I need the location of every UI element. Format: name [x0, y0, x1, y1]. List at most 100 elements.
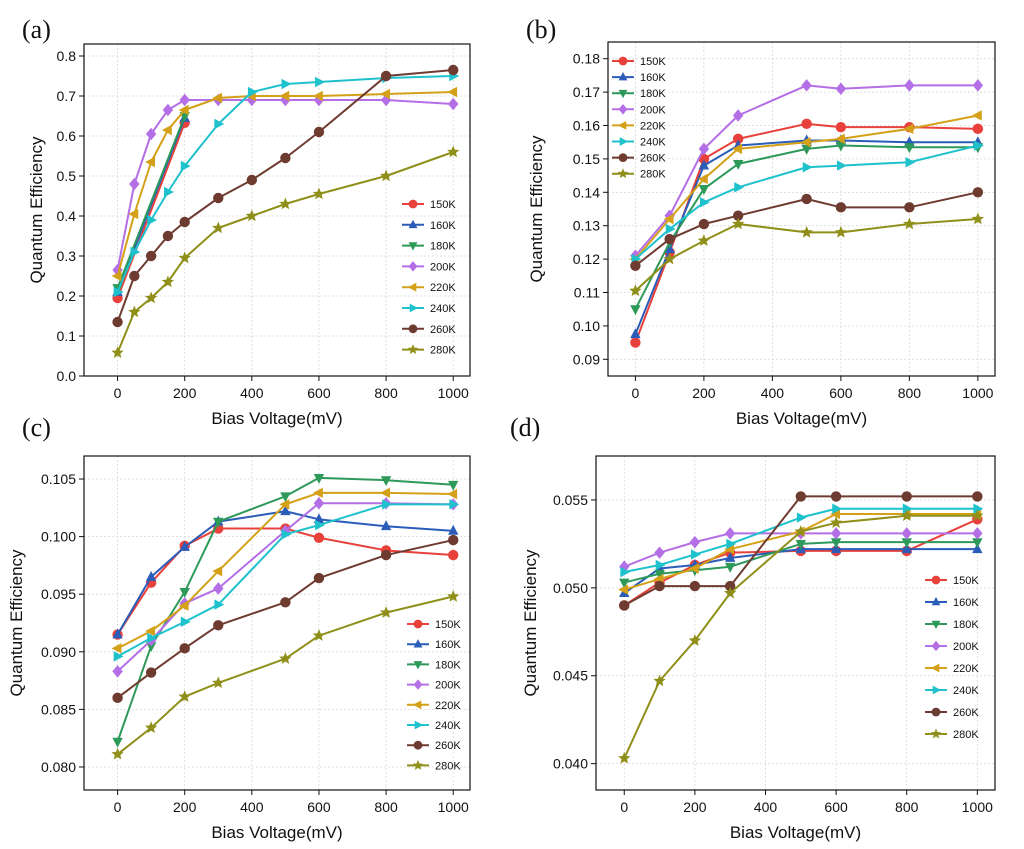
- data-point: [829, 516, 843, 529]
- x-tick-label: 200: [683, 799, 707, 815]
- data-point: [447, 145, 460, 158]
- x-tick-label: 200: [173, 799, 197, 815]
- series-260K: [112, 64, 459, 328]
- x-tick-label: 600: [307, 385, 331, 401]
- panel-letter: (d): [510, 413, 540, 442]
- series-line: [116, 527, 454, 636]
- data-point: [380, 70, 392, 82]
- data-point: [112, 692, 123, 704]
- legend-item: 200K: [407, 679, 461, 692]
- y-tick-label: 0.17: [573, 84, 600, 100]
- data-point: [904, 143, 915, 154]
- x-tick-label: 600: [829, 385, 853, 401]
- legend-marker: [618, 104, 628, 115]
- y-tick-label: 0.09: [573, 351, 600, 367]
- data-point: [312, 629, 326, 641]
- data-point: [830, 527, 842, 540]
- y-tick-label: 0.12: [573, 251, 600, 267]
- legend-label: 150K: [435, 619, 461, 631]
- y-axis-title: Quantum Efficiency: [7, 549, 26, 697]
- series-200K: [630, 79, 984, 262]
- legend-marker: [617, 121, 627, 130]
- legend-item: 180K: [407, 659, 461, 671]
- data-point: [380, 487, 390, 499]
- data-point: [630, 337, 641, 348]
- data-point: [794, 525, 807, 537]
- legend-marker: [413, 679, 423, 690]
- legend-label: 160K: [430, 220, 456, 232]
- legend-item: 160K: [402, 219, 456, 232]
- data-point: [724, 580, 736, 592]
- x-axis-title: Bias Voltage(mV): [730, 823, 861, 842]
- data-point: [802, 162, 813, 173]
- x-ticks: 0 200 400 600 800 1000: [114, 44, 469, 401]
- data-point: [904, 79, 915, 92]
- series-line: [623, 532, 978, 568]
- y-tick-label: 0.6: [57, 128, 77, 144]
- series-line: [117, 491, 454, 650]
- data-point: [448, 97, 459, 111]
- legend-item: 200K: [925, 640, 979, 653]
- data-point: [145, 625, 156, 637]
- panel-1: (a)0 200 400 600 800 10000.00.10.20.30.40.50.…: [22, 15, 471, 428]
- x-tick-label: 1000: [438, 799, 469, 815]
- x-tick-label: 800: [374, 385, 398, 401]
- data-point: [112, 263, 123, 277]
- data-point: [830, 508, 841, 520]
- legend-label: 180K: [430, 241, 456, 253]
- y-tick-label: 0.095: [41, 586, 76, 602]
- data-point: [447, 590, 460, 602]
- series-line: [116, 99, 454, 271]
- data-point: [312, 90, 323, 102]
- y-tick-label: 0.045: [553, 668, 588, 684]
- y-tick-label: 0.090: [41, 644, 76, 660]
- legend-marker: [931, 596, 941, 606]
- data-point: [905, 157, 916, 168]
- data-point: [145, 250, 157, 262]
- x-tick-label: 200: [173, 385, 197, 401]
- legend-label: 220K: [953, 663, 979, 675]
- data-point: [128, 305, 141, 318]
- data-point: [664, 233, 675, 245]
- data-point: [247, 86, 258, 98]
- data-point: [315, 76, 325, 88]
- legend-label: 150K: [430, 199, 456, 211]
- legend-item: 160K: [612, 72, 666, 84]
- y-ticks: 0.040 0.045 0.050 0.055: [553, 492, 995, 772]
- legend-marker: [618, 153, 628, 163]
- data-point: [112, 316, 123, 328]
- data-point: [830, 491, 842, 502]
- legend-item: 240K: [402, 303, 456, 315]
- data-point: [972, 527, 983, 540]
- series-280K: [111, 145, 460, 359]
- y-tick-label: 0.8: [57, 48, 77, 64]
- y-tick-label: 0.13: [573, 218, 600, 234]
- y-tick-label: 0.3: [57, 248, 77, 264]
- data-point: [697, 173, 708, 185]
- series-line: [624, 541, 978, 584]
- x-axis-title: Bias Voltage(mV): [211, 823, 342, 842]
- data-point: [380, 549, 392, 561]
- data-point: [179, 588, 190, 598]
- data-point: [972, 123, 984, 135]
- data-point: [180, 160, 191, 172]
- data-point: [800, 137, 811, 148]
- series-line: [116, 476, 454, 742]
- data-point: [972, 538, 983, 549]
- data-point: [111, 747, 124, 760]
- series-line: [623, 514, 978, 759]
- data-point: [180, 616, 191, 628]
- panel-3: (c) 0 200 400 600 800 1000 0.080 0.085 0.090 0.095…: [7, 413, 471, 842]
- data-point: [830, 538, 842, 549]
- data-point: [213, 620, 224, 631]
- series-line: [634, 144, 978, 310]
- data-point: [112, 665, 123, 678]
- plot-frame: [83, 455, 471, 791]
- data-point: [665, 223, 676, 235]
- data-point: [655, 559, 666, 571]
- series-220K: [629, 110, 982, 265]
- y-tick-label: 0.10: [573, 318, 600, 334]
- y-tick-label: 0.080: [41, 759, 76, 775]
- x-ticks: 0 200 400 600 800 1000: [620, 456, 993, 815]
